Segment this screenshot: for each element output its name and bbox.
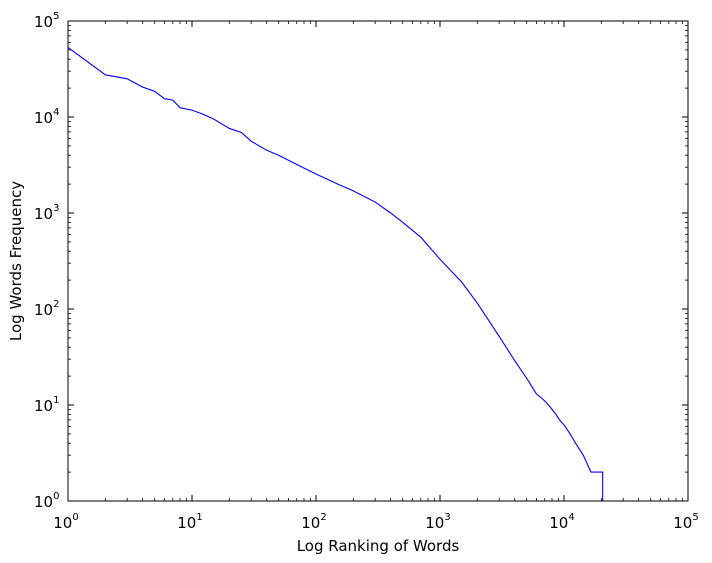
x-tick-label: 104	[549, 512, 574, 532]
y-tick-label: 101	[34, 395, 59, 415]
x-axis-label: Log Ranking of Words	[297, 537, 460, 555]
series-line-0	[67, 47, 624, 502]
x-tick-label: 100	[53, 512, 78, 532]
y-tick-label: 103	[34, 203, 59, 223]
x-tick-label: 101	[177, 512, 202, 532]
y-tick-label: 104	[34, 107, 59, 127]
x-tick-label: 102	[301, 512, 326, 532]
y-tick-label: 100	[34, 491, 59, 511]
x-tick-label: 103	[425, 512, 450, 532]
plot-frame	[67, 20, 689, 502]
x-tick-label: 105	[673, 512, 698, 532]
y-tick-label: 105	[34, 11, 59, 31]
y-axis-label: Log Words Frequency	[7, 181, 25, 341]
plot-area	[67, 47, 624, 502]
axis-ticks: 100 101 102 103 104 105 100 101 102 103 104 105	[34, 11, 699, 532]
y-tick-label: 102	[34, 299, 59, 319]
